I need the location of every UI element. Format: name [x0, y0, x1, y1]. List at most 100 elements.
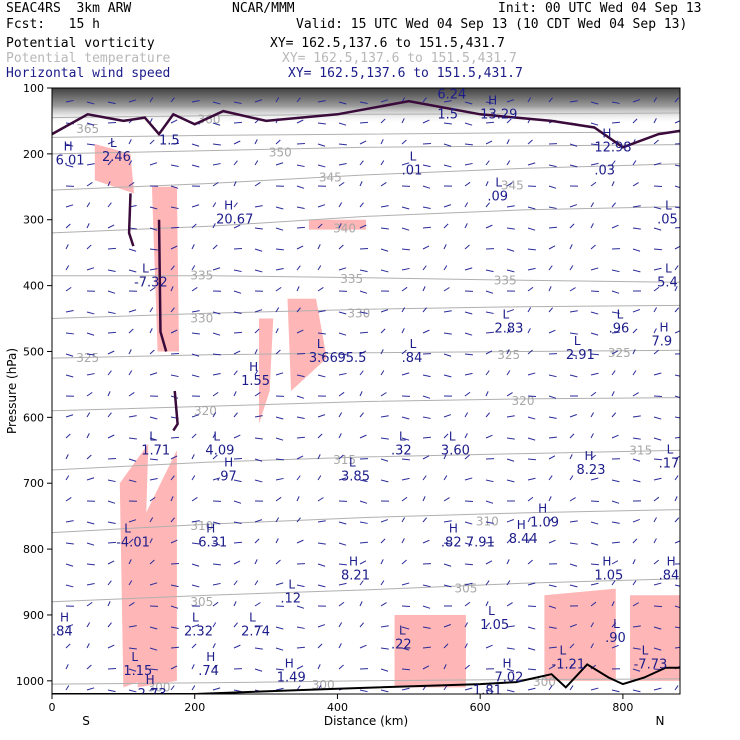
wind-vector [422, 206, 431, 209]
wind-vector [632, 205, 641, 208]
wind-vector [191, 454, 195, 460]
wind-extremum-value: -1.21 [552, 657, 586, 672]
wind-vector [191, 433, 197, 439]
y-tick-label: 200 [23, 148, 44, 161]
wind-vector [632, 309, 640, 313]
wind-vector [380, 205, 389, 208]
wind-vector [107, 140, 115, 145]
wind-vector [212, 563, 221, 566]
wind-vector [674, 584, 680, 587]
wind-vector [107, 391, 111, 397]
wind-vector [86, 412, 91, 418]
wind-vector [128, 415, 137, 418]
wind-vector [590, 267, 599, 271]
wind-vector [590, 143, 599, 146]
theta-contour-label: 340 [333, 221, 356, 235]
wind-vector [569, 497, 576, 502]
pv-contour [157, 219, 168, 352]
wind-vector [191, 353, 200, 357]
wind-vector [464, 101, 473, 105]
wind-vector [107, 689, 116, 693]
wind-vector [674, 605, 680, 609]
wind-vector [296, 436, 305, 439]
wind-vector [464, 391, 471, 397]
wind-extremum-marker: H [659, 321, 668, 335]
wind-vector [233, 644, 241, 649]
wind-vector [506, 99, 515, 103]
wind-vector [107, 601, 111, 607]
wind-vector [296, 475, 301, 481]
wind-vector [485, 689, 494, 693]
wind-vector [338, 143, 347, 146]
wind-vector [422, 665, 430, 670]
wind-vector [254, 437, 263, 440]
wind-extremum-value: 1.55 [241, 374, 270, 389]
wind-extremum-value: 2.46 [102, 150, 131, 165]
wind-vector [233, 521, 242, 524]
wind-vector [254, 248, 263, 252]
wind-vector [380, 415, 389, 418]
wind-vector [254, 479, 263, 483]
wind-vector [527, 582, 536, 586]
wind-vector [149, 538, 153, 544]
theta-contour [52, 678, 680, 685]
wind-vector [611, 181, 615, 187]
wind-vector [107, 224, 115, 229]
wind-vector [254, 309, 263, 313]
wind-extremum-value: 5.4 [657, 275, 678, 290]
wind-vector [380, 458, 389, 462]
wind-vector [506, 647, 515, 650]
wind-vector [275, 582, 284, 586]
wind-vector [128, 559, 132, 565]
wind-extremum-marker: L [667, 442, 674, 456]
wind-vector [86, 332, 95, 336]
wind-vector [653, 395, 662, 398]
wind-vector [65, 414, 74, 418]
wind-vector [548, 626, 557, 629]
wind-vector [107, 560, 115, 565]
wind-vector [443, 685, 448, 691]
wind-vector [338, 101, 347, 105]
wind-vector [254, 205, 263, 208]
wind-vector [653, 139, 659, 145]
wind-vector [65, 584, 74, 588]
wind-vector [107, 290, 116, 294]
wind-vector [632, 99, 641, 103]
theta-contour [52, 206, 680, 234]
wind-vector [380, 309, 389, 313]
wind-vector [191, 520, 200, 523]
wind-vector [674, 120, 680, 124]
wind-vector [590, 477, 599, 481]
wind-vector [569, 353, 578, 357]
wind-vector [590, 391, 597, 397]
wind-vector [254, 647, 263, 650]
wind-vector [422, 605, 431, 609]
wind-vector [170, 646, 179, 649]
wind-vector [212, 542, 221, 546]
y-tick-label: 700 [23, 477, 44, 490]
wind-vector [149, 517, 154, 523]
wind-vector [338, 622, 343, 628]
wind-vector [653, 496, 660, 502]
wind-extremum-marker: L [288, 577, 295, 591]
wind-vector [485, 521, 494, 524]
wind-vector [170, 329, 178, 334]
wind-vector [86, 433, 90, 439]
wind-vector [296, 185, 305, 189]
wind-vector [653, 647, 662, 651]
wind-vector [170, 307, 175, 313]
wind-vector [86, 583, 95, 586]
theta-contour-label: 325 [608, 346, 631, 360]
wind-vector [128, 689, 137, 693]
theta-contour-label: 325 [497, 348, 520, 362]
wind-vector [254, 139, 258, 145]
wind-vector [380, 668, 389, 672]
wind-vector [485, 500, 494, 504]
wind-vector [443, 265, 448, 271]
wind-vector [233, 311, 242, 315]
wind-vector [149, 307, 154, 313]
wind-vector [422, 265, 427, 271]
wind-extremum-value: .84 [402, 351, 423, 366]
wind-vector [212, 143, 221, 146]
wind-vector [380, 580, 385, 586]
